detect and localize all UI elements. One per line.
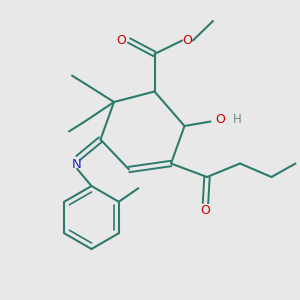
Text: N: N <box>72 158 82 171</box>
Text: O: O <box>183 34 192 47</box>
Text: H: H <box>233 112 242 126</box>
Text: O: O <box>216 112 225 126</box>
Text: O: O <box>201 204 210 217</box>
Text: O: O <box>117 34 126 47</box>
